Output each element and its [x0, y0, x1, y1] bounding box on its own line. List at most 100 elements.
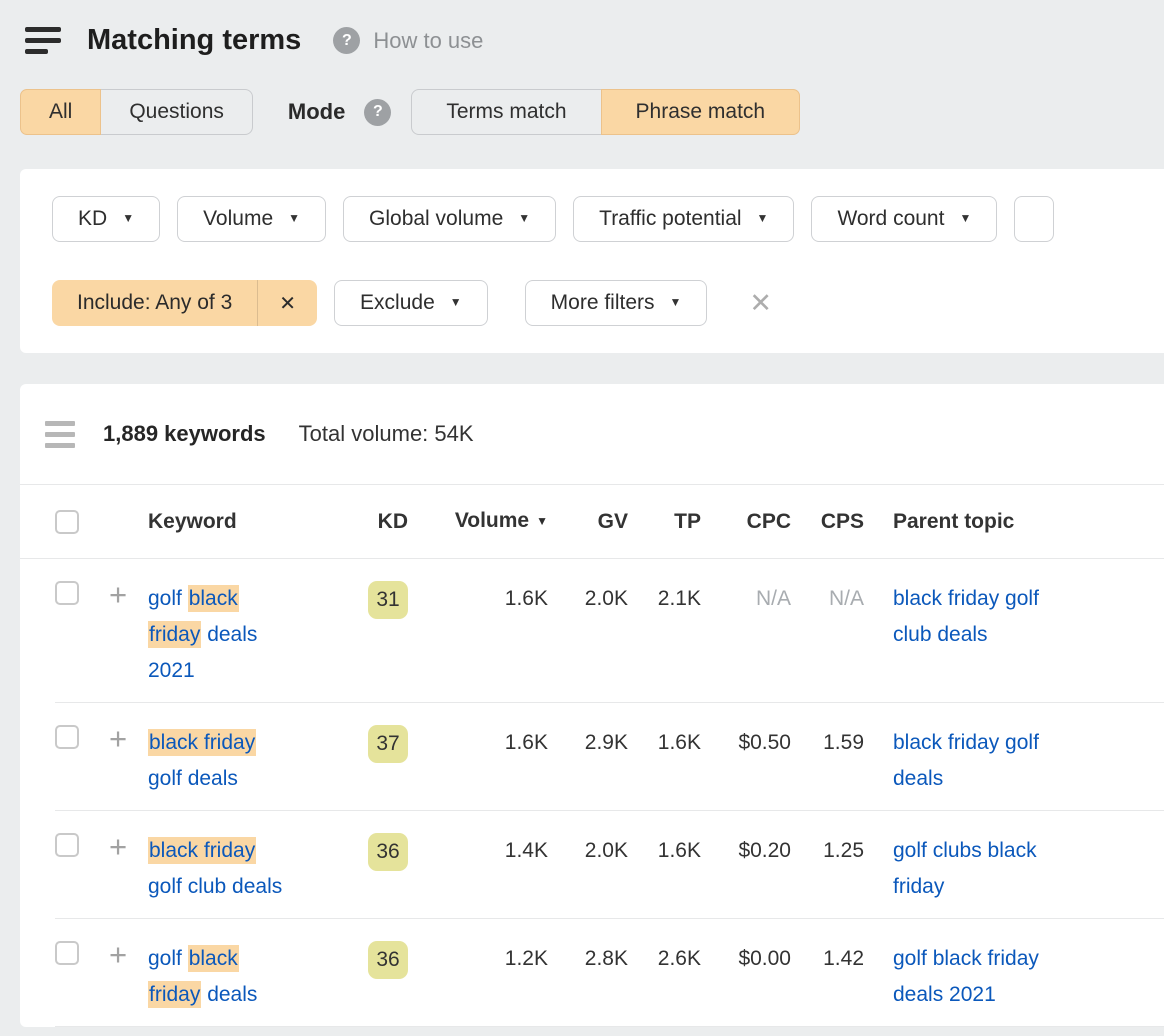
keyword-link[interactable]: golf black friday deals 2021 — [148, 581, 338, 689]
parent-topic-link[interactable]: black friday golf deals — [893, 725, 1164, 797]
parent-topic-link[interactable]: golf black friday deals 2021 — [893, 941, 1164, 1013]
column-header-kd[interactable]: KD — [377, 509, 408, 533]
add-cell: + — [103, 721, 148, 761]
kd-cell: 37 — [338, 725, 408, 763]
tab-terms-match[interactable]: Terms match — [412, 90, 600, 134]
add-cell: + — [103, 829, 148, 869]
keyword-line: golf black — [148, 941, 338, 977]
parent-topic-link[interactable]: black friday golf club deals — [893, 581, 1164, 653]
parent-topic-line: black friday golf — [893, 731, 1039, 754]
keyword-highlight: black friday — [148, 729, 257, 756]
row-checkbox[interactable] — [55, 581, 79, 605]
scope-tabs: All Questions — [20, 89, 253, 135]
keyword-link[interactable]: black friday golf club deals — [148, 833, 338, 905]
select-all-checkbox[interactable] — [55, 509, 79, 534]
chevron-down-icon: ▼ — [669, 295, 682, 309]
exclude-dropdown[interactable]: Exclude ▼ — [334, 280, 488, 326]
column-header-cps[interactable]: CPS — [820, 509, 864, 533]
keyword-line: black friday — [148, 833, 338, 869]
how-to-use-link[interactable]: How to use — [373, 27, 484, 53]
gv-cell: 2.8K — [584, 947, 628, 970]
row-checkbox[interactable] — [55, 941, 79, 965]
kd-cell: 31 — [338, 581, 408, 619]
parent-topic-line: black friday golf — [893, 587, 1039, 610]
parent-topic-line: golf clubs black — [893, 839, 1037, 862]
filter-dropdown-traffic-potential[interactable]: Traffic potential ▼ — [573, 196, 795, 242]
cps-cell: N/A — [828, 587, 864, 610]
tab-questions[interactable]: Questions — [101, 90, 252, 134]
keyword-count: 1,889 keywords — [103, 421, 266, 446]
table-row: + golf black friday deals 36 1.2K 2.8K 2.6K $0.… — [20, 919, 1164, 1027]
add-to-list-icon[interactable]: + — [109, 937, 128, 972]
mode-tabs: Terms match Phrase match — [411, 89, 801, 135]
row-checkbox[interactable] — [55, 833, 79, 857]
parent-topic-link[interactable]: golf clubs black friday — [893, 833, 1164, 905]
keyword-highlight: black — [187, 585, 239, 612]
tab-phrase-match[interactable]: Phrase match — [600, 89, 801, 135]
tab-all[interactable]: All — [20, 89, 102, 135]
kd-cell: 36 — [338, 941, 408, 979]
chevron-down-icon: ▼ — [756, 211, 769, 225]
cpc-cell: $0.50 — [738, 731, 791, 754]
column-header-tp[interactable]: TP — [674, 509, 701, 533]
add-to-list-icon[interactable]: + — [109, 577, 128, 612]
menu-icon[interactable] — [25, 27, 61, 54]
filter-dropdown-volume[interactable]: Volume ▼ — [177, 196, 327, 242]
keyword-link[interactable]: black friday golf deals — [148, 725, 338, 797]
keyword-text: golf club deals — [148, 875, 283, 898]
remove-include-filter-icon[interactable]: ✕ — [279, 292, 297, 315]
more-filters-dropdown[interactable]: More filters ▼ — [524, 280, 708, 326]
filter-row-metrics: KD ▼ Volume ▼ Global volume ▼ Traffic potentia… — [52, 196, 1164, 242]
keyword-highlight: friday — [148, 621, 202, 648]
more-filters-label: More filters — [550, 291, 655, 314]
sort-desc-icon: ▼ — [536, 513, 548, 528]
keyword-link[interactable]: golf black friday deals — [148, 941, 338, 1013]
chevron-down-icon: ▼ — [288, 211, 301, 225]
partial-filter-button[interactable] — [1014, 196, 1055, 242]
filter-dropdown-word-count[interactable]: Word count ▼ — [811, 196, 998, 242]
tp-cell: 1.6K — [657, 731, 701, 754]
cps-cell: 1.25 — [823, 839, 864, 862]
kd-badge: 36 — [368, 941, 408, 979]
parent-topic-line: deals — [893, 767, 944, 790]
filter-dropdown-label: Word count — [837, 207, 945, 230]
cpc-cell: $0.00 — [738, 947, 791, 970]
parent-topic-line: club deals — [893, 623, 988, 646]
keyword-highlight: black — [187, 945, 239, 972]
parent-topic-cell: black friday golf deals — [864, 725, 1164, 797]
keyword-text: golf deals — [148, 767, 238, 790]
exclude-dropdown-label: Exclude — [360, 291, 435, 314]
page-title: Matching terms — [87, 24, 302, 56]
filter-dropdown-kd[interactable]: KD ▼ — [52, 196, 161, 242]
keyword-highlight: friday — [148, 981, 202, 1008]
clear-filters-icon[interactable]: ✕ — [749, 287, 773, 318]
add-to-list-icon[interactable]: + — [109, 829, 128, 864]
keyword-line: friday deals — [148, 617, 338, 653]
chevron-down-icon: ▼ — [959, 211, 972, 225]
chevron-down-icon: ▼ — [122, 211, 135, 225]
keyword-line: golf club deals — [148, 869, 338, 905]
filters-panel: KD ▼ Volume ▼ Global volume ▼ Traffic potentia… — [20, 169, 1164, 353]
keyword-text: 2021 — [148, 659, 195, 682]
filter-dropdown-global-volume[interactable]: Global volume ▼ — [343, 196, 557, 242]
row-checkbox[interactable] — [55, 725, 79, 749]
column-header-gv[interactable]: GV — [597, 509, 628, 533]
add-cell: + — [103, 937, 148, 977]
parent-topic-line: deals 2021 — [893, 983, 996, 1006]
list-menu-icon[interactable] — [45, 420, 75, 448]
chevron-down-icon: ▼ — [518, 211, 531, 225]
column-header-cpc[interactable]: CPC — [746, 509, 791, 533]
add-to-list-icon[interactable]: + — [109, 721, 128, 756]
parent-topic-cell: black friday golf club deals — [864, 581, 1164, 653]
gv-cell: 2.0K — [584, 839, 628, 862]
column-header-volume[interactable]: Volume ▼ — [408, 503, 548, 541]
help-icon[interactable]: ? — [333, 27, 361, 54]
filter-row-applied: Include: Any of 3 ✕ Exclude ▼ More filte… — [52, 280, 1164, 326]
mode-label: Mode — [287, 99, 346, 124]
column-header-keyword[interactable]: Keyword — [148, 509, 237, 533]
mode-help-icon[interactable]: ? — [364, 98, 392, 126]
include-filter-label[interactable]: Include: Any of 3 — [77, 291, 233, 314]
chevron-down-icon: ▼ — [449, 295, 462, 309]
include-filter-chip[interactable]: Include: Any of 3 ✕ — [52, 280, 318, 326]
column-header-parent-topic[interactable]: Parent topic — [893, 509, 1015, 533]
